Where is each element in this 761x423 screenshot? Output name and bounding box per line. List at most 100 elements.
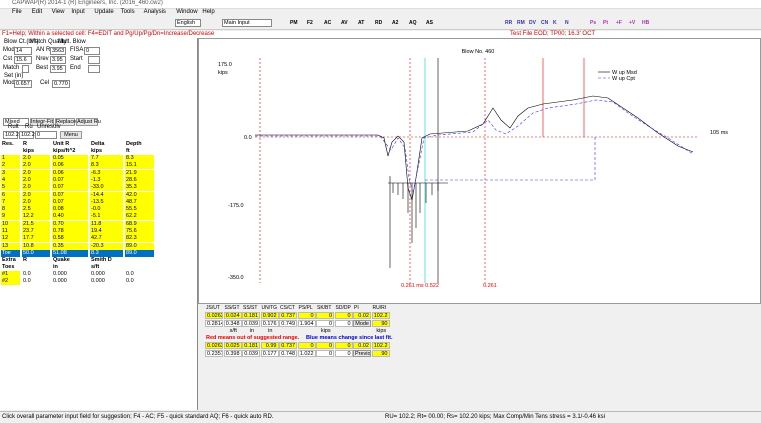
grid-cell[interactable]: 1.022 [297,350,316,357]
menu-item[interactable]: Window [176,9,198,15]
input[interactable]: 0.770 [52,80,70,88]
table-cell[interactable]: 2.0 [22,184,50,192]
grid-cell[interactable]: 0.0263 [205,312,223,319]
input[interactable]: 102.2 [19,131,35,139]
toolbar-button[interactable]: AS [426,20,433,26]
grid-cell[interactable]: 0 [334,350,353,357]
grid-cell[interactable]: 0.748 [279,350,297,357]
table-cell[interactable]: 89.0 [125,242,154,250]
grid-cell[interactable]: 0.737 [279,342,297,349]
toolbar-button[interactable]: Ps [590,20,597,26]
toolbar-button[interactable]: AT [358,20,365,26]
grid-cell[interactable]: 0.039 [242,350,260,357]
table-cell[interactable]: 8.3 [125,155,154,162]
table-cell[interactable]: 62.2 [125,213,154,221]
toolbar-button[interactable]: N [565,20,569,26]
toolbar-button[interactable]: AQ [409,20,417,26]
table-cell[interactable]: 19.4 [90,228,123,235]
table-cell[interactable]: 0.58 [52,235,88,243]
table-cell[interactable]: 0.0 [23,278,31,285]
table-cell[interactable]: 42.0 [125,191,154,199]
toolbar-button[interactable]: AC [324,20,332,26]
table-cell[interactable]: 0.07 [52,176,88,184]
toolbar-button[interactable]: +F [616,20,622,26]
table-cell[interactable]: 35.3 [125,184,154,192]
grid-cell[interactable]: 0.2814 [205,320,223,327]
grid-cell[interactable]: 0 [334,320,353,327]
grid-cell[interactable]: 0 [316,312,334,319]
grid-cell[interactable]: 90 [371,350,390,357]
grid-cell[interactable]: 102.2 [371,312,390,319]
table-cell[interactable]: 82.3 [125,235,154,243]
toolbar-button[interactable]: HB [642,20,650,26]
table-cell[interactable]: 0.0 [126,278,134,285]
grid-cell[interactable]: 0.02 [353,312,371,319]
grid-cell[interactable]: 0.902 [260,312,279,319]
grid-cell[interactable]: 0 [334,312,353,319]
table-cell[interactable]: 55.5 [125,206,154,214]
table-cell[interactable]: -6.3 [90,169,123,177]
toolbar-button[interactable]: RR [505,20,513,26]
toe-cell[interactable]: 50.0 [22,249,50,257]
grid-cell[interactable]: 0.176 [260,320,279,327]
toolbar-button[interactable]: AV [341,20,348,26]
table-cell[interactable]: 21.5 [22,220,50,228]
table-cell[interactable]: 0.000 [53,271,67,277]
table-cell[interactable]: -33.0 [90,184,123,192]
input[interactable]: 0.657 [14,80,32,88]
grid-cell[interactable]: 0 [297,312,316,319]
input[interactable] [88,56,100,64]
toolbar-button[interactable]: Pt [603,20,608,26]
input[interactable]: 0 [35,131,57,139]
input[interactable]: 3.95 [50,65,66,73]
table-cell[interactable]: 0.05 [52,155,88,162]
grid-button[interactable]: Previous [353,350,371,357]
table-cell[interactable]: 0.000 [91,278,105,285]
input[interactable]: 3563 [50,47,66,55]
table-cell[interactable]: 0.06 [52,162,88,170]
table-cell[interactable]: 48.7 [125,198,154,206]
table-cell[interactable]: 2.0 [22,162,50,170]
grid-cell[interactable]: 0.181 [242,312,260,319]
grid-cell[interactable]: 0.348 [223,320,242,327]
menu-item[interactable]: Help [202,9,215,15]
menu-item[interactable]: Tools [120,9,135,15]
table-cell[interactable]: 15.1 [125,162,154,170]
table-cell[interactable]: 11.8 [90,220,123,228]
table-cell[interactable]: 0.40 [52,213,88,221]
grid-cell[interactable]: 0.039 [242,320,260,327]
table-cell[interactable]: -5.1 [90,213,123,221]
grid-cell[interactable]: 0.398 [223,350,242,357]
input[interactable]: 15.6 [14,56,32,64]
table-cell[interactable]: 0.08 [52,206,88,214]
grid-cell[interactable]: 0 [297,342,316,349]
table-cell[interactable]: 2.0 [22,169,50,177]
menu-item[interactable]: Edit [31,9,43,15]
grid-cell[interactable]: 0 [316,350,334,357]
toolbar-button[interactable]: CN [541,20,549,26]
toe-cell[interactable]: 51.08 [52,249,88,257]
button[interactable]: Integr-Fit [30,118,54,126]
toolbar-button[interactable]: A2 [392,20,399,26]
table-cell[interactable]: 68.9 [125,220,154,228]
table-cell[interactable]: 0.0 [126,271,134,277]
mode-select[interactable]: Main Input [222,19,272,27]
table-cell[interactable]: 0.06 [52,169,88,177]
input[interactable]: 0 [84,47,100,55]
grid-cell[interactable]: 0.0263 [205,342,223,349]
table-cell[interactable]: -13.5 [90,198,123,206]
table-cell[interactable]: 0.000 [53,278,67,285]
table-cell[interactable]: 0.0 [23,271,31,277]
checkbox[interactable] [22,65,29,73]
table-cell[interactable]: 0.07 [52,191,88,199]
menu-item[interactable]: Update [94,9,114,15]
grid-cell[interactable]: 0 [334,342,353,349]
table-cell[interactable]: 7.7 [90,155,123,162]
table-cell[interactable]: 21.9 [125,169,154,177]
table-cell[interactable]: 17.7 [22,235,50,243]
table-cell[interactable]: 10.8 [22,242,50,250]
table-cell[interactable]: 0.70 [52,220,88,228]
toolbar-button[interactable]: F2 [307,20,313,26]
table-cell[interactable]: 0.000 [91,271,105,277]
table-cell[interactable]: -1.3 [90,176,123,184]
